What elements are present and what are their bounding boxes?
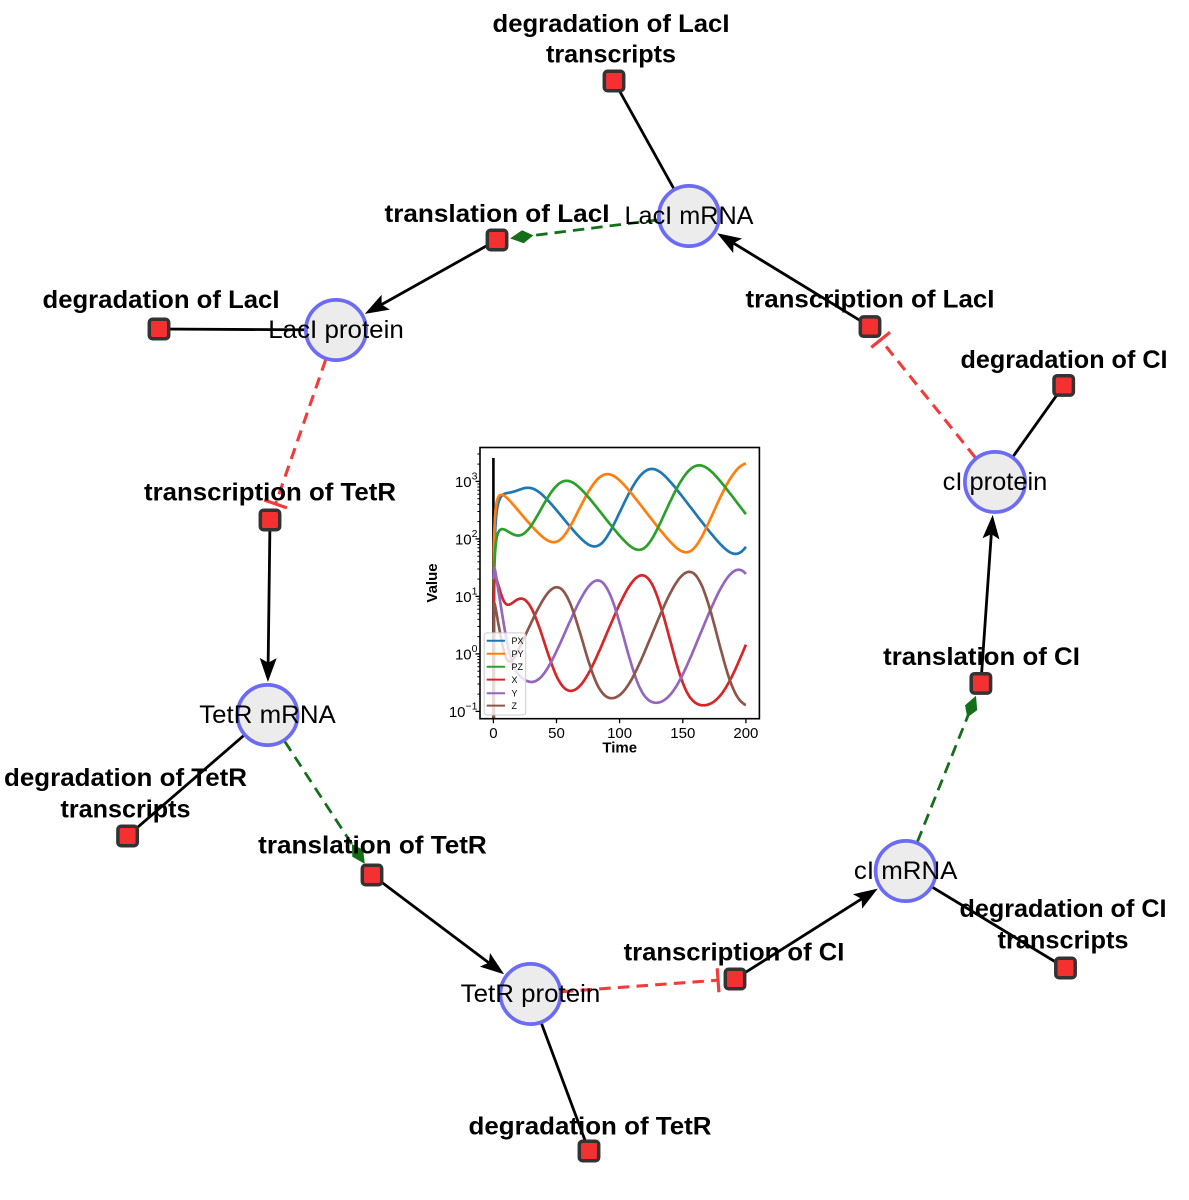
svg-text:200: 200 bbox=[733, 725, 758, 742]
svg-text:transcription of CI: transcription of CI bbox=[624, 939, 845, 967]
svg-text:LacI protein: LacI protein bbox=[268, 316, 404, 344]
svg-text:transcripts: transcripts bbox=[61, 796, 191, 824]
svg-text:50: 50 bbox=[548, 725, 565, 742]
svg-text:100: 100 bbox=[607, 725, 632, 742]
svg-text:100: 100 bbox=[455, 643, 478, 664]
svg-text:PY: PY bbox=[512, 649, 524, 659]
svg-text:transcripts: transcripts bbox=[546, 40, 676, 68]
svg-text:translation of LacI: translation of LacI bbox=[385, 200, 610, 228]
svg-text:degradation of CI: degradation of CI bbox=[960, 895, 1167, 923]
svg-text:degradation of LacI: degradation of LacI bbox=[43, 286, 280, 314]
svg-text:degradation of LacI: degradation of LacI bbox=[493, 10, 730, 38]
svg-text:cI mRNA: cI mRNA bbox=[854, 857, 958, 885]
svg-text:degradation of TetR: degradation of TetR bbox=[4, 764, 247, 792]
svg-text:cI protein: cI protein bbox=[943, 468, 1048, 496]
svg-text:PX: PX bbox=[512, 636, 524, 646]
svg-text:degradation of CI: degradation of CI bbox=[961, 346, 1168, 374]
svg-text:101: 101 bbox=[455, 585, 478, 606]
svg-text:transcription of TetR: transcription of TetR bbox=[144, 479, 396, 507]
svg-text:10−1: 10−1 bbox=[449, 700, 478, 721]
svg-text:102: 102 bbox=[455, 528, 478, 549]
svg-text:TetR protein: TetR protein bbox=[461, 980, 601, 1008]
svg-text:150: 150 bbox=[670, 725, 695, 742]
svg-text:Y: Y bbox=[512, 689, 518, 699]
svg-text:transcription of LacI: transcription of LacI bbox=[746, 286, 995, 314]
svg-text:translation of CI: translation of CI bbox=[883, 643, 1080, 671]
svg-text:TetR mRNA: TetR mRNA bbox=[199, 701, 336, 729]
svg-text:Z: Z bbox=[512, 701, 518, 711]
svg-text:translation of TetR: translation of TetR bbox=[258, 832, 487, 860]
svg-text:degradation of TetR: degradation of TetR bbox=[469, 1113, 712, 1141]
svg-text:X: X bbox=[512, 675, 518, 685]
svg-text:PZ: PZ bbox=[512, 662, 524, 672]
svg-text:Time: Time bbox=[602, 740, 637, 757]
svg-text:transcripts: transcripts bbox=[998, 927, 1129, 955]
svg-text:0: 0 bbox=[489, 725, 497, 742]
svg-text:Value: Value bbox=[424, 563, 441, 602]
svg-text:103: 103 bbox=[455, 470, 478, 491]
svg-text:LacI mRNA: LacI mRNA bbox=[625, 202, 754, 230]
